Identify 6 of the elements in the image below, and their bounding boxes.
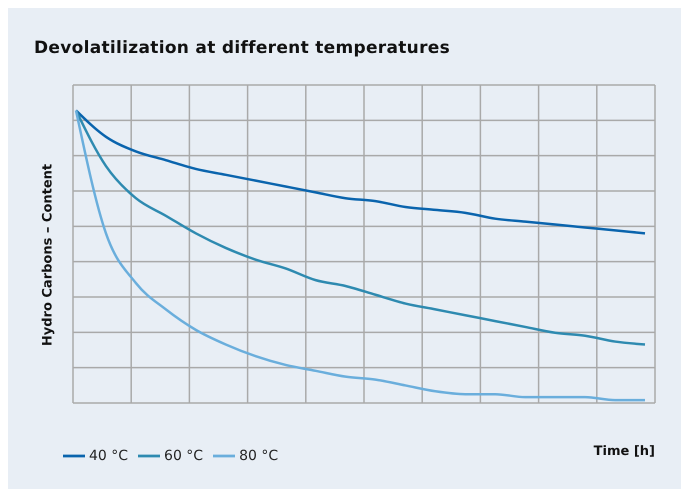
legend-label: 40 °C <box>89 448 128 464</box>
legend-label: 60 °C <box>164 448 204 464</box>
chart-title: Devolatilization at different temperatures <box>34 38 450 58</box>
legend-label: 80 °C <box>239 448 278 464</box>
y-axis-title: Hydro Carbons – Content <box>40 164 56 346</box>
x-axis-title: Time [h] <box>594 444 655 459</box>
